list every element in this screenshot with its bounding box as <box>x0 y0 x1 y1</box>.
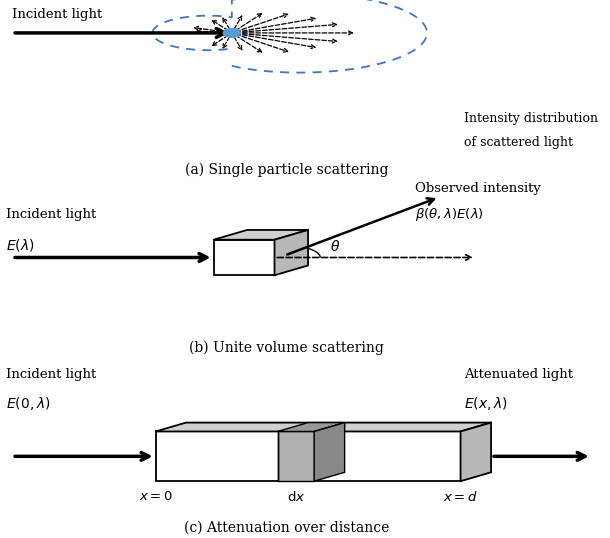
Text: (b) Unite volume scattering: (b) Unite volume scattering <box>189 341 384 355</box>
Polygon shape <box>156 431 461 481</box>
Text: $\beta(\theta,\lambda)E(\lambda)$: $\beta(\theta,\lambda)E(\lambda)$ <box>415 207 484 223</box>
Text: Intensity distribution: Intensity distribution <box>464 112 598 125</box>
Polygon shape <box>214 230 308 240</box>
Text: $\theta$: $\theta$ <box>331 239 340 254</box>
Ellipse shape <box>223 29 240 37</box>
Text: $E(\lambda)$: $E(\lambda)$ <box>6 237 35 253</box>
Polygon shape <box>278 431 314 481</box>
Text: Observed intensity: Observed intensity <box>415 182 540 195</box>
Text: $\mathrm{d}x$: $\mathrm{d}x$ <box>287 490 305 504</box>
Text: (c) Attenuation over distance: (c) Attenuation over distance <box>184 520 389 534</box>
Text: $x = d$: $x = d$ <box>443 490 478 504</box>
Text: of scattered light: of scattered light <box>464 136 573 149</box>
Polygon shape <box>314 423 345 481</box>
Polygon shape <box>274 230 308 275</box>
Polygon shape <box>461 423 491 481</box>
Polygon shape <box>214 240 274 275</box>
Text: Incident light: Incident light <box>12 8 102 21</box>
Text: Attenuated light: Attenuated light <box>464 368 573 381</box>
Polygon shape <box>278 423 345 431</box>
Text: $x = 0$: $x = 0$ <box>138 490 173 503</box>
Text: Incident light: Incident light <box>6 368 96 381</box>
Text: $E(0,\lambda)$: $E(0,\lambda)$ <box>6 394 51 412</box>
Text: $E(x,\lambda)$: $E(x,\lambda)$ <box>464 394 508 412</box>
Text: (a) Single particle scattering: (a) Single particle scattering <box>185 163 389 178</box>
Text: Incident light: Incident light <box>6 208 96 221</box>
Polygon shape <box>156 423 491 431</box>
